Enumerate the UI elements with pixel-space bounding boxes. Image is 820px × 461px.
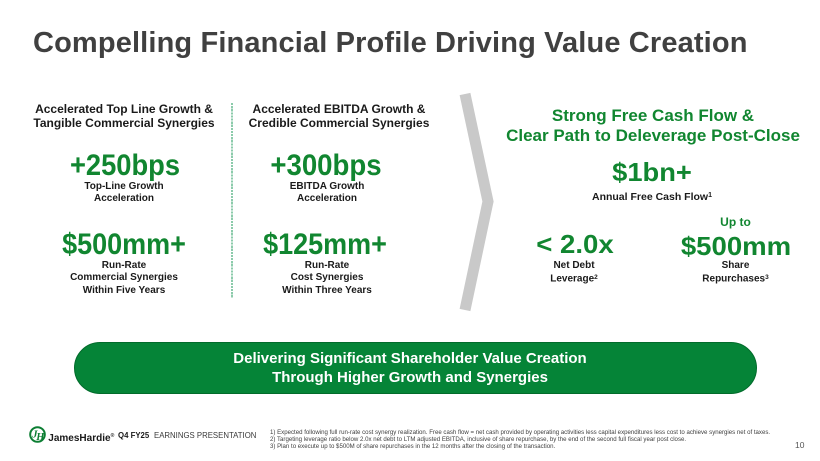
svg-text:H: H [35,432,45,443]
svg-text:J: J [31,430,38,441]
